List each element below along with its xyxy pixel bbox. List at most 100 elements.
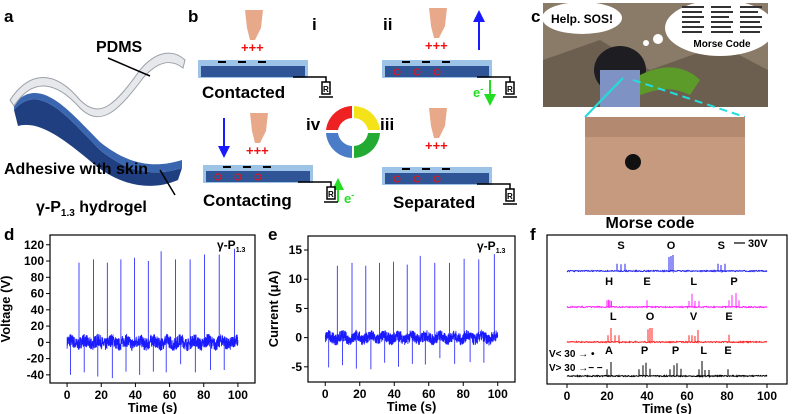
step-ii-label: ii: [383, 15, 392, 34]
morse-letter-label: V: [690, 311, 698, 323]
step-iii-label: iii: [380, 115, 394, 134]
chartE-annotation: γ-P1.3: [477, 239, 506, 255]
wire-iv: [298, 181, 332, 187]
panel-label-e: e: [268, 225, 277, 244]
panel-label-b: b: [188, 7, 198, 26]
legend-dash: V> 30 →− −: [549, 363, 603, 374]
chartD-y-tick-label: 20: [31, 319, 45, 333]
chartF-x-tick-label: 0: [564, 389, 571, 403]
finger-icon-iv: [250, 113, 268, 143]
chartE-x-tick-label: 100: [488, 387, 508, 401]
morse-letter-label: P: [730, 276, 737, 288]
chartD-annotation: γ-P1.3: [217, 238, 246, 254]
wire-iii: [477, 183, 511, 189]
chartE-y-tick-label: 0: [295, 331, 302, 345]
resistor-label-iv: R: [328, 190, 334, 199]
chartD-y-tick-label: 80: [31, 270, 45, 284]
induced-charge-iv: [254, 173, 262, 181]
contacted-label: Contacted: [202, 83, 285, 102]
chartD-frame: [49, 234, 256, 384]
wire-ii: [477, 76, 511, 82]
chartF-x-tick-label: 40: [640, 389, 654, 403]
hydrogel-layer: [14, 99, 182, 186]
morse-letter-label: P: [672, 345, 679, 357]
chartD-y-tick-label: 120: [24, 238, 44, 252]
morse-letter-label: E: [725, 311, 732, 323]
adhesive-layer: [14, 93, 182, 173]
chartD-y-tick-label: 100: [24, 254, 44, 268]
chartD-series-trace: [66, 248, 239, 379]
chartD-x-tick-label: 40: [129, 388, 143, 402]
chartE-x-tick-label: 0: [322, 387, 329, 401]
resistor-icon-iii: [505, 188, 515, 202]
person-body: [600, 70, 640, 107]
chartD-y-tick-label: 40: [31, 303, 45, 317]
induced-charge-iii: [413, 175, 421, 183]
panel-b: b i ii iii iv Contacted Contacting Separ…: [188, 7, 517, 212]
zoom-line: [584, 77, 624, 118]
chartE-y-tick-label: -5: [291, 360, 302, 374]
step-iv-label: iv: [306, 115, 321, 134]
finger-icon-i: [245, 10, 263, 40]
chartF-x-tick-label: 80: [720, 389, 734, 403]
pdms-layer: [9, 52, 186, 118]
morse-trace-love: [566, 328, 768, 345]
chart-f: 0 20 40 60 80 100 Time (s) 30V V< 30 → • V> 30 →−…: [546, 234, 788, 414]
hydrogel-slab-iv: [206, 171, 310, 182]
chartE-x-tick-label: 80: [457, 387, 471, 401]
chartF-x-axis-label: Time (s): [642, 401, 692, 414]
chartE-x-tick-label: 60: [422, 387, 436, 401]
cycle-icon: [326, 106, 380, 158]
wire-i: [293, 76, 327, 82]
chartE-frame: [307, 235, 516, 383]
chartD-x-tick-label: 20: [95, 388, 109, 402]
morse-table-icon: [682, 6, 762, 33]
chartF-x-tick-label: 60: [680, 389, 694, 403]
morse-letter-label: O: [646, 311, 655, 323]
wrist-photo-shadow: [585, 117, 745, 137]
morse-code-title: Morse Code: [693, 39, 751, 50]
chartD-y-tick-label: -40: [27, 368, 45, 382]
induced-charge-iii: [433, 175, 441, 183]
resistor-icon-ii: [505, 81, 515, 95]
chartD-x-tick-label: 80: [197, 388, 211, 402]
induced-charge-ii: [413, 68, 421, 76]
induced-charge-iv: [234, 173, 242, 181]
morse-letter-label: O: [667, 240, 676, 252]
positive-charges-iv: +++: [246, 143, 269, 158]
hydrogel-slab-ii: [385, 66, 489, 77]
induced-charge-ii: [433, 68, 441, 76]
chartE-y-tick-label: 10: [289, 272, 303, 286]
chartD-x-tick-label: 60: [163, 388, 177, 402]
chartE-x-tick-label: 40: [388, 387, 402, 401]
legend-dot: V< 30 → •: [549, 349, 595, 360]
chartE-y-tick-label: 5: [295, 301, 302, 315]
morse-letter-label: S: [718, 240, 725, 252]
panel-label-a: a: [4, 7, 14, 26]
thought-dot: [653, 34, 663, 44]
pdms-label: PDMS: [96, 39, 143, 56]
chartD-y-axis-label: Voltage (V): [0, 276, 13, 343]
scale-bar-label: 30V: [748, 238, 768, 250]
panel-label-f: f: [530, 225, 536, 244]
finger-icon-iii: [429, 108, 447, 138]
pdms-pointer: [107, 57, 151, 77]
morse-letter-label: E: [643, 276, 650, 288]
chartD-y-tick-label: 60: [31, 287, 45, 301]
chart-f-title: Morse code: [606, 215, 695, 232]
electron-label-iv: e-: [344, 190, 354, 206]
panel-c: c Help. SOS! Morse Code: [531, 0, 775, 215]
separated-label: Separated: [393, 193, 475, 212]
morse-letter-label: P: [641, 345, 648, 357]
step-i-label: i: [312, 15, 317, 34]
chartF-frame: [546, 234, 788, 385]
morse-trace-apple: [566, 361, 768, 379]
hydrogel-slab-iii: [385, 173, 489, 184]
induced-charge-iv: [214, 173, 222, 181]
resistor-label-i: R: [323, 85, 329, 94]
chart-d: 0 20 40 60 80 100 Time (s) -40 -20 0 20 40 60 80 100 12…: [0, 234, 256, 414]
contacting-label: Contacting: [203, 191, 292, 210]
chartE-y-tick-label: 15: [289, 243, 303, 257]
